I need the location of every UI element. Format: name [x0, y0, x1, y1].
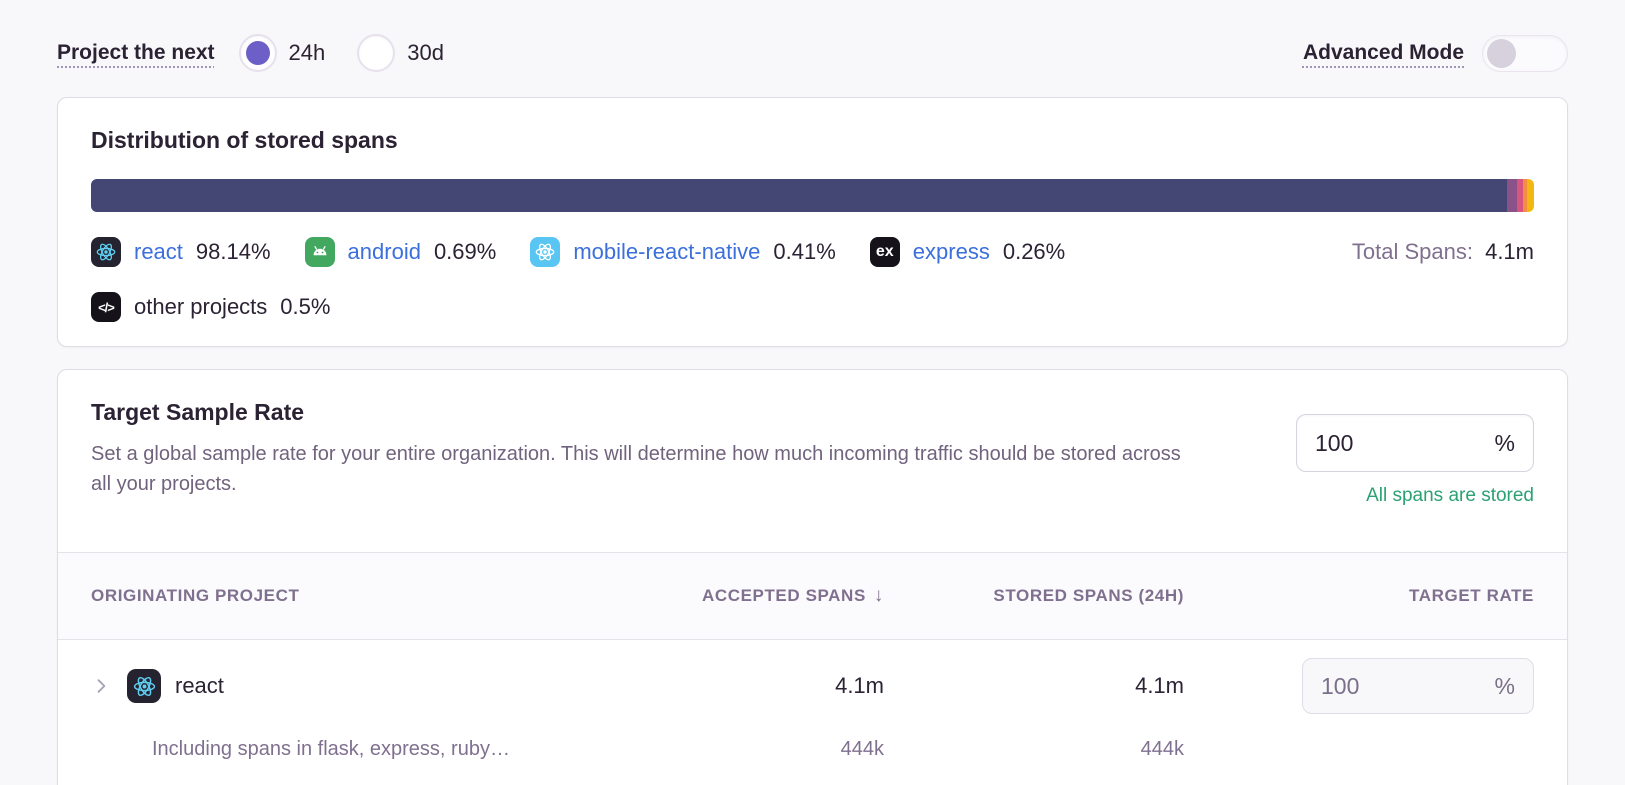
react-native-icon [530, 237, 561, 267]
legend-item-express: ex express 0.26% [869, 237, 1066, 267]
legend-project-link[interactable]: express [912, 239, 990, 264]
header-target-rate: Target Rate [1409, 586, 1534, 605]
bar-segment-android [1507, 179, 1518, 212]
global-rate-input-box: % [1296, 414, 1534, 472]
percent-suffix: % [1494, 672, 1515, 699]
radio-selected-dot [245, 41, 270, 65]
legend-project-link[interactable]: android [347, 239, 421, 264]
accepted-spans-value: 4.1m [835, 673, 884, 698]
radio-label-30d[interactable]: 30d [407, 40, 444, 65]
legend-item-android: android 0.69% [304, 237, 497, 267]
radio-24h[interactable] [238, 34, 277, 72]
topbar: Project the next 24h 30d Advanced Mode [57, 33, 1568, 73]
legend-row-2: </> other projects 0.5% [91, 292, 1534, 322]
advanced-mode-control: Advanced Mode [1302, 34, 1568, 72]
rate-card-header: Target Sample Rate Set a global sample r… [58, 370, 1567, 506]
stored-spans-value: 4.1m [1135, 673, 1184, 698]
project-name: react [175, 673, 224, 698]
rate-status-text: All spans are stored [1366, 485, 1534, 506]
legend-project-name: other projects [134, 294, 268, 319]
legend-project-link[interactable]: mobile-react-native [573, 239, 761, 264]
bar-segment-other-projects [1526, 179, 1534, 212]
subrow-stored-value: 444k [1140, 737, 1184, 760]
express-icon: ex [869, 237, 900, 267]
distribution-bar [91, 179, 1534, 212]
legend-pct: 0.69% [433, 239, 497, 264]
legend-pct: 0.26% [1002, 239, 1066, 264]
distribution-card: Distribution of stored spans react 98.14… [57, 97, 1568, 347]
legend-row-1: react 98.14% android 0.69% mobile-react-… [91, 237, 1534, 267]
legend-pct: 0.5% [280, 294, 331, 319]
bar-segment-mobile-react-native [1517, 179, 1524, 212]
bar-segment-react [91, 179, 1508, 212]
header-originating-project: Originating Project [91, 586, 300, 605]
radio-30d[interactable] [357, 34, 396, 72]
advanced-mode-label[interactable]: Advanced Mode [1302, 41, 1464, 64]
advanced-mode-toggle[interactable] [1482, 34, 1568, 72]
total-spans: Total Spans: 4.1m [1352, 239, 1534, 265]
total-spans-label: Total Spans: [1351, 239, 1473, 264]
row-rate-input[interactable] [1321, 672, 1441, 700]
row-rate-input-box: % [1302, 658, 1534, 714]
legend-item-mobile-react-native: mobile-react-native 0.41% [530, 237, 836, 267]
period-label: Project the next [57, 41, 215, 64]
legend-item-react: react 98.14% [91, 237, 271, 267]
react-icon [91, 237, 121, 267]
rate-card-description: Set a global sample rate for your entire… [91, 443, 1181, 495]
table-row: react 4.1m 4.1m % [58, 655, 1567, 717]
table-subrow: Including spans in flask, express, ruby…… [58, 717, 1567, 781]
distribution-card-title: Distribution of stored spans [91, 127, 398, 153]
radio-option-24h[interactable]: 24h [238, 34, 326, 72]
react-icon [127, 669, 161, 703]
toggle-knob-icon [1487, 38, 1516, 68]
expand-chevron-icon[interactable] [91, 675, 113, 697]
code-icon: </> [91, 292, 121, 322]
period-radio-group: 24h 30d [238, 34, 444, 72]
project-cell: react [91, 669, 644, 703]
target-sample-rate-card: Target Sample Rate Set a global sample r… [57, 369, 1568, 785]
header-accepted-spans[interactable]: Accepted Spans ↓ [701, 585, 884, 606]
radio-option-30d[interactable]: 30d [357, 34, 444, 72]
total-spans-value: 4.1m [1485, 239, 1534, 264]
subrow-accepted-value: 444k [840, 737, 884, 760]
rate-card-title: Target Sample Rate [91, 399, 305, 425]
legend-pct: 0.41% [773, 239, 836, 264]
bar-segment-express [1523, 179, 1527, 212]
header-stored-spans: Stored Spans (24h) [993, 586, 1184, 605]
legend-item-other-projects: </> other projects 0.5% [91, 292, 330, 322]
sort-desc-icon: ↓ [873, 585, 884, 606]
legend-project-link[interactable]: react [134, 239, 183, 264]
table-header-row: Originating Project Accepted Spans ↓ Stor… [58, 552, 1567, 640]
global-rate-input[interactable] [1315, 429, 1445, 457]
radio-label-24h[interactable]: 24h [288, 40, 326, 65]
legend-pct: 98.14% [195, 239, 271, 264]
subrow-label: Including spans in flask, express, ruby… [152, 737, 510, 760]
percent-suffix: % [1494, 429, 1515, 456]
android-icon [304, 237, 335, 267]
projects-table: Originating Project Accepted Spans ↓ Stor… [58, 552, 1567, 781]
